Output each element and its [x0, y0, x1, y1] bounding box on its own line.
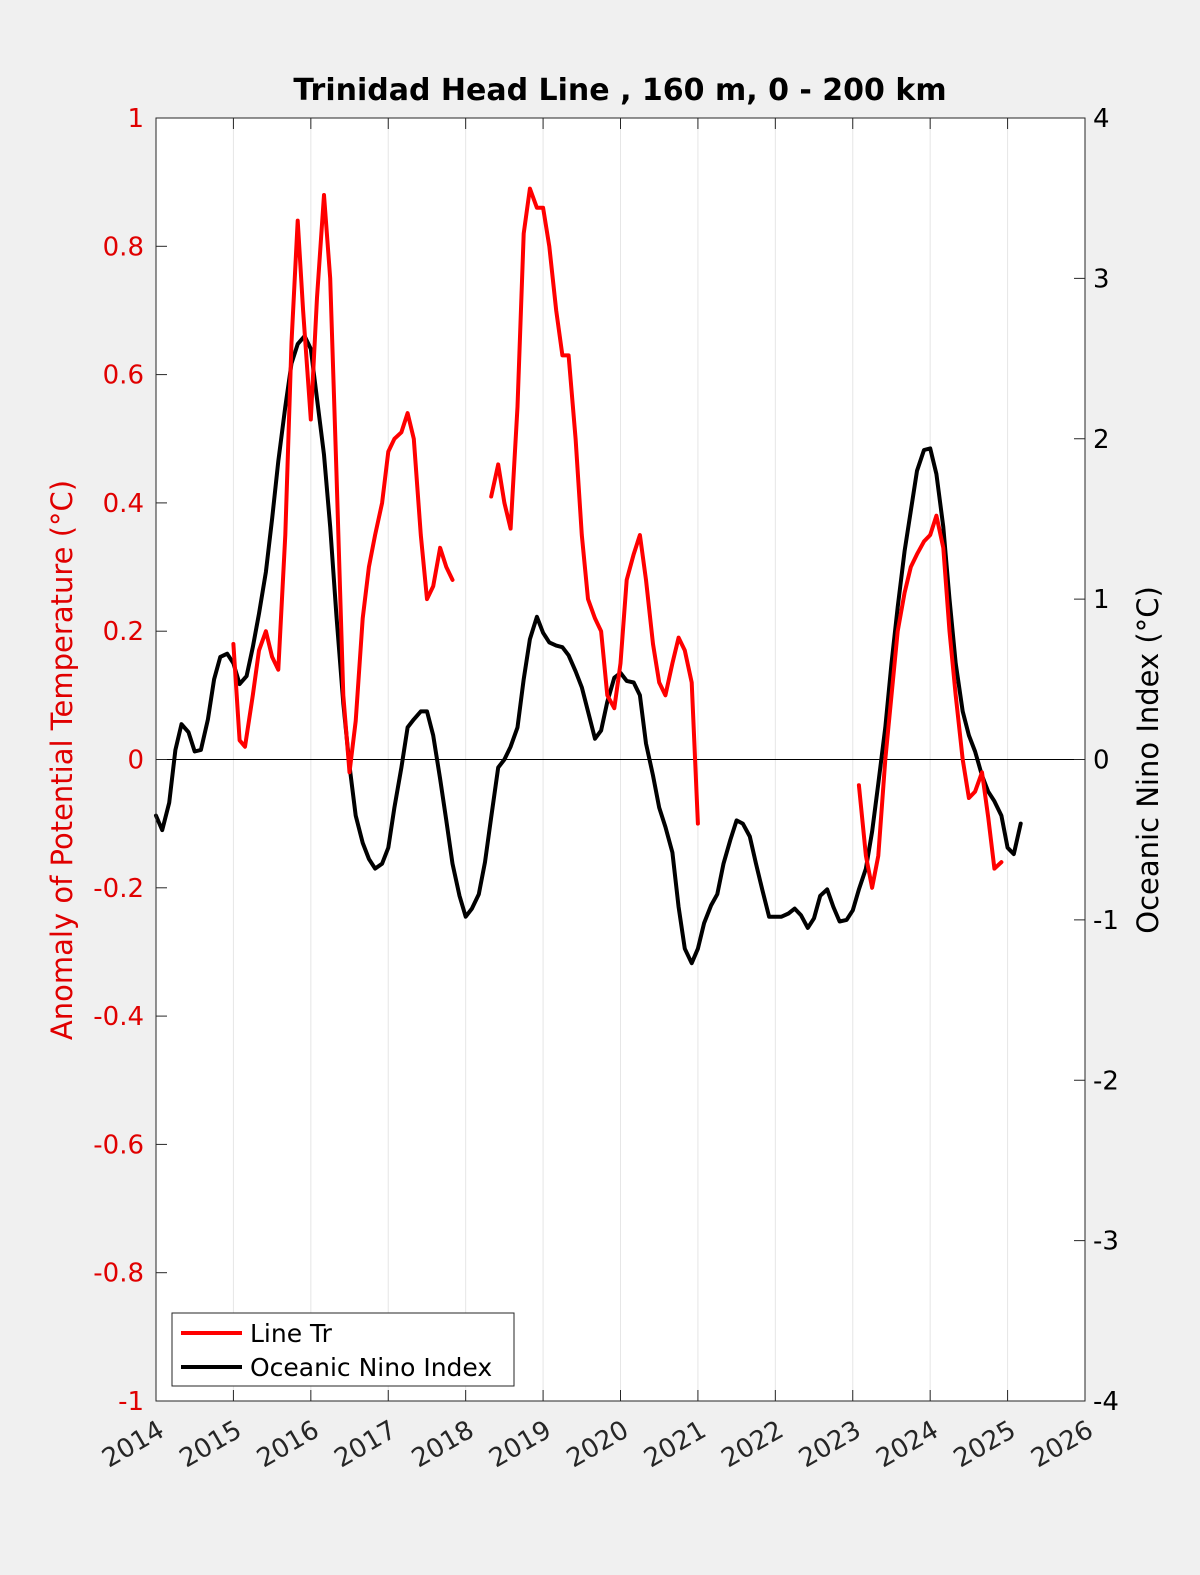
left-tick-label: -0.6	[93, 1130, 144, 1160]
left-tick-label: 0.4	[103, 489, 144, 519]
right-tick-label: -4	[1093, 1387, 1119, 1417]
oni-series-segment-0	[154, 334, 1023, 966]
left-tick-label: 0	[127, 746, 144, 776]
legend-label-oni: Oceanic Nino Index	[250, 1353, 492, 1382]
right-tick-label: -2	[1093, 1066, 1119, 1096]
left-tick-label: 0.8	[103, 232, 144, 262]
line-tr-series-segment-1	[489, 186, 700, 826]
left-tick-label: -0.2	[93, 874, 144, 904]
line-tr-series-segment-2	[856, 513, 1004, 890]
left-tick-label: 0.2	[103, 617, 144, 647]
legend: Line Tr Oceanic Nino Index	[171, 1312, 515, 1387]
right-tick-label: 3	[1093, 264, 1110, 294]
right-tick-label: 1	[1093, 585, 1110, 615]
right-tick-label: 2	[1093, 425, 1110, 455]
legend-label-line-tr: Line Tr	[250, 1319, 333, 1348]
right-tick-label: -1	[1093, 906, 1119, 936]
line-tr-series-segment-0	[231, 193, 455, 775]
left-tick-label: 0.6	[103, 361, 144, 391]
left-tick-label: -0.4	[93, 1002, 144, 1032]
right-tick-label: -3	[1093, 1227, 1119, 1257]
left-tick-label: -0.8	[93, 1259, 144, 1289]
right-axis-label: Oceanic Nino Index (°C)	[1131, 586, 1165, 934]
left-axis: 1 0.8 0.6 0.4 0.2 0 -0.2 -0.4 -0.6 -0.8 -1	[93, 104, 167, 1417]
right-tick-label: 4	[1093, 104, 1110, 134]
legend-box	[171, 1312, 515, 1387]
right-axis: 4 3 2 1 0 -1 -2 -3 -4	[1074, 104, 1119, 1417]
left-axis-label: Anomaly of Potential Temperature (°C)	[45, 480, 79, 1040]
right-tick-label: 0	[1093, 746, 1110, 776]
chart-title: Trinidad Head Line , 160 m, 0 - 200 km	[293, 73, 946, 108]
left-tick-label: -1	[118, 1387, 144, 1417]
left-tick-label: 1	[127, 104, 144, 134]
series-layer	[154, 186, 1023, 966]
